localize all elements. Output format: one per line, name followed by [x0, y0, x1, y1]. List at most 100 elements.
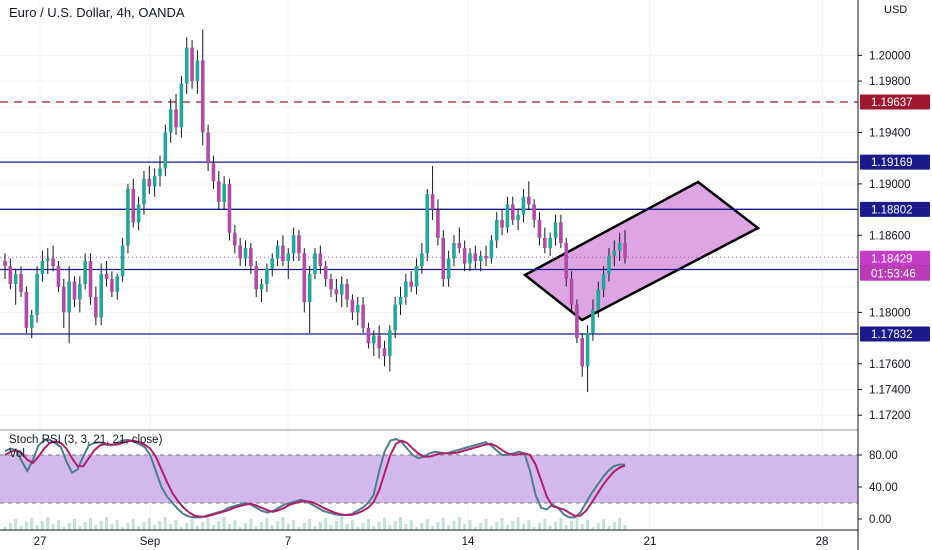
symbol-title[interactable]: Euro / U.S. Dollar, 4h, OANDA: [9, 5, 185, 20]
stoch-tick-label: 80.00: [869, 450, 898, 462]
volume-bar: [19, 526, 23, 530]
candle-body: [8, 266, 13, 285]
price-label-tag: [860, 326, 930, 342]
price-label-text: 1.19169: [871, 157, 913, 169]
volume-bar: [137, 526, 141, 530]
candle-body: [623, 242, 627, 259]
volume-bar: [527, 520, 531, 530]
candle-body: [457, 242, 462, 249]
volume-bar: [131, 519, 135, 530]
time-tick-label: 27: [34, 536, 47, 548]
candle-body: [494, 219, 499, 241]
candle-body: [297, 235, 301, 254]
volume-bar: [607, 526, 611, 530]
candle-body: [168, 109, 173, 133]
volume-bar: [532, 527, 536, 530]
volume-bar: [30, 518, 34, 530]
volume-bar: [254, 526, 258, 530]
volume-bar: [334, 521, 338, 530]
candle-body: [329, 278, 333, 290]
candle-body: [115, 276, 120, 292]
volume-bar: [366, 519, 370, 530]
volume-bar: [286, 524, 290, 530]
volume-bar: [99, 521, 103, 530]
candle-body: [478, 255, 483, 261]
time-axis[interactable]: 27 Sep 7 14 21 28: [0, 529, 858, 548]
volume-bar: [8, 523, 12, 530]
candle-body: [382, 348, 387, 357]
candle-body: [94, 296, 98, 318]
volume-bar: [83, 522, 87, 530]
candlestick-series: [3, 29, 627, 393]
volume-bar: [195, 526, 199, 530]
volume-bar: [265, 518, 269, 530]
candle-body: [78, 284, 82, 300]
candle-body: [51, 258, 55, 267]
volume-bar: [623, 525, 627, 530]
volume-bar: [425, 519, 429, 530]
candle-body: [56, 266, 61, 287]
candle-body: [131, 189, 136, 223]
indicator-title[interactable]: Stoch RSI (3, 3, 21, 21, close): [9, 434, 163, 446]
candle-body: [120, 245, 125, 277]
candle-body: [104, 273, 109, 279]
candle-body: [302, 253, 307, 303]
volume-bar: [62, 527, 66, 530]
candle-body: [446, 258, 451, 279]
candle-body: [585, 332, 590, 367]
stoch-rsi-panel: [0, 429, 858, 530]
candle-body: [195, 60, 200, 82]
candle-body: [361, 304, 365, 328]
volume-bar: [495, 522, 499, 530]
volume-bar: [345, 524, 349, 530]
volume-bar: [596, 523, 600, 530]
volume-bar: [511, 521, 515, 530]
candle-body: [200, 60, 205, 133]
currency-label[interactable]: USD: [884, 4, 908, 16]
volume-bar: [340, 517, 344, 530]
volume-bar: [56, 520, 60, 530]
candle-body: [575, 304, 579, 339]
volume-title[interactable]: Vol: [9, 448, 25, 460]
volume-bar: [559, 518, 563, 530]
candle-body: [350, 299, 355, 313]
candle-body: [13, 273, 18, 285]
candle-body: [238, 245, 242, 259]
volume-bar: [591, 527, 595, 530]
volume-bar: [570, 521, 574, 530]
volume-bar: [292, 520, 296, 530]
volume-bar: [281, 517, 285, 530]
candle-body: [484, 255, 488, 259]
volume-bar: [179, 527, 183, 530]
candle-body: [3, 260, 7, 267]
candle-body: [222, 183, 226, 202]
ascending-channel-drawing[interactable]: [522, 180, 761, 322]
volume-bar: [270, 525, 274, 530]
candle-body: [489, 240, 494, 259]
candle-body: [67, 281, 71, 313]
candle-body: [307, 273, 312, 303]
candle-body: [136, 204, 141, 223]
volume-bar: [297, 527, 301, 530]
candle-body: [553, 222, 558, 238]
candle-body: [99, 273, 104, 318]
channel-rectangle[interactable]: [522, 180, 761, 322]
volume-bar: [211, 525, 215, 530]
candle-body: [190, 47, 194, 82]
volume-bar: [586, 520, 590, 530]
candle-body: [601, 273, 606, 290]
candle-body: [206, 132, 210, 164]
stoch-line-d: [4, 439, 626, 518]
volume-bar: [489, 526, 493, 530]
stoch-band: [0, 455, 858, 503]
candle-body: [473, 253, 478, 261]
grid: [0, 0, 858, 530]
volume-bar: [126, 523, 130, 530]
stoch-tick-label: 0.00: [869, 514, 891, 526]
volume-bar: [217, 521, 221, 530]
price-labels: 1.196371.191691.188021.183341.178321.184…: [860, 94, 930, 342]
candle-body: [596, 289, 601, 310]
candle-body: [281, 245, 285, 261]
candle-body: [537, 219, 542, 238]
